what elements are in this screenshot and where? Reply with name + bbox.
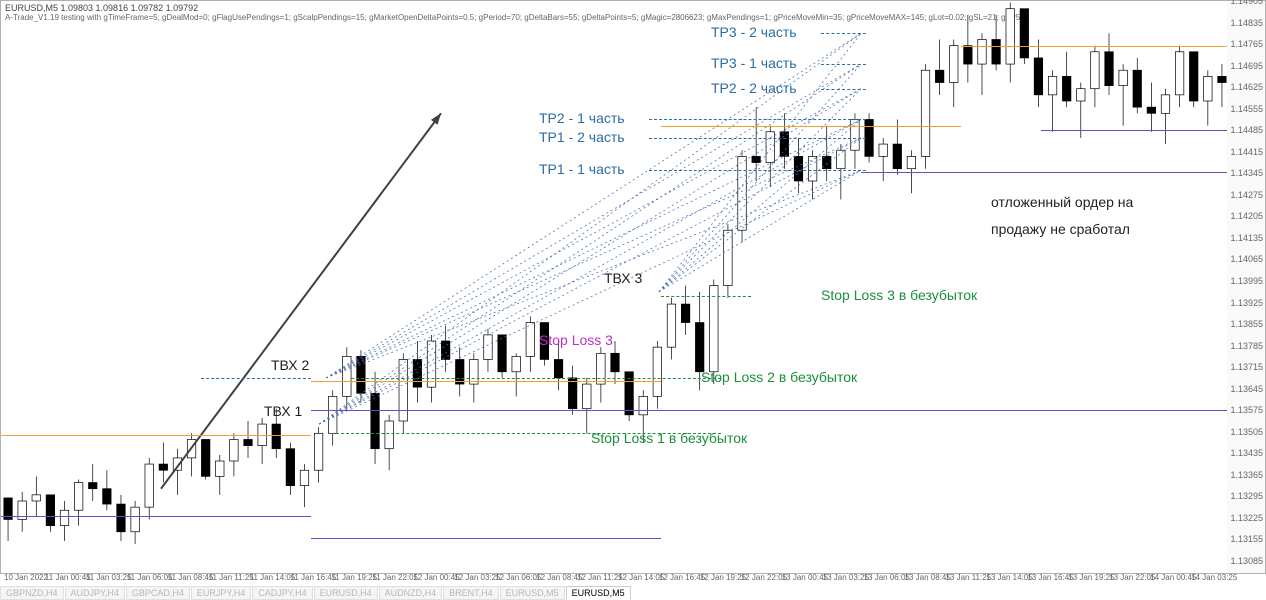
- time-tick: 11 Jan 11:25: [209, 573, 254, 582]
- level-line: [1, 516, 311, 517]
- tab-EURUSD-M5[interactable]: EURUSD,M5: [566, 586, 631, 600]
- time-tick: 11 Jan 08:45: [168, 573, 214, 582]
- price-tick: 1.13225: [1230, 513, 1263, 523]
- time-tick: 14 Jan 00:45: [1150, 573, 1196, 582]
- level-line: [961, 46, 1229, 47]
- time-tick: 11 Jan 06:05: [127, 573, 173, 582]
- tab-BRENT-H4[interactable]: BRENT,H4: [443, 586, 499, 600]
- time-tick: 13 Jan 22:05: [1109, 573, 1155, 582]
- time-tick: 12 Jan 08:45: [536, 573, 582, 582]
- time-tick: 11 Jan 22:05: [372, 573, 418, 582]
- price-tick: 1.13085: [1230, 556, 1263, 566]
- price-tick: 1.13855: [1230, 319, 1263, 329]
- level-line: [1041, 130, 1229, 131]
- time-tick: 12 Jan 22:05: [741, 573, 787, 582]
- tab-GBPCAD-H4[interactable]: GBPCAD,H4: [126, 586, 190, 600]
- tab-EURUSD-H4[interactable]: EURUSD,H4: [314, 586, 378, 600]
- time-tick: 12 Jan 19:25: [700, 573, 746, 582]
- time-tick: 11 Jan 16:45: [291, 573, 337, 582]
- time-tick: 12 Jan 16:45: [659, 573, 705, 582]
- time-tick: 10 Jan 2022: [4, 573, 48, 582]
- time-tick: 13 Jan 11:25: [945, 573, 991, 582]
- price-tick: 1.14065: [1230, 254, 1263, 264]
- time-tick: 11 Jan 19:25: [331, 573, 377, 582]
- stoploss3-label: Stop Loss 3: [539, 332, 613, 348]
- tp-label-tp3_2: TP3 - 2 часть: [711, 24, 797, 40]
- tbx3-label: ТВХ 3: [604, 270, 642, 286]
- price-tick: 1.13155: [1230, 534, 1263, 544]
- price-tick: 1.13645: [1230, 384, 1263, 394]
- chart-plot[interactable]: EURUSD,M5 1.09803 1.09816 1.09782 1.0979…: [0, 0, 1230, 574]
- price-tick: 1.14695: [1230, 61, 1263, 71]
- price-tick: 1.14345: [1230, 168, 1263, 178]
- level-line: [311, 538, 661, 539]
- price-tick: 1.14205: [1230, 211, 1263, 221]
- tbx2-label: ТВХ 2: [271, 357, 309, 373]
- tp-label-tp2_2: TP2 - 2 часть: [711, 80, 797, 96]
- level-line: [351, 378, 721, 379]
- sl3-be-label: Stop Loss 3 в безубыток: [821, 287, 977, 303]
- time-tick: 12 Jan 06:05: [495, 573, 541, 582]
- time-tick: 11 Jan 03:25: [86, 573, 132, 582]
- tp-label-tp1_2: TP1 - 2 часть: [539, 129, 625, 145]
- time-tick: 13 Jan 06:05: [864, 573, 910, 582]
- tp-label-tp2_1: TP2 - 1 часть: [539, 110, 625, 126]
- time-tick: 12 Jan 00:45: [413, 573, 459, 582]
- time-tick: 13 Jan 16:45: [1027, 573, 1073, 582]
- price-tick: 1.14135: [1230, 233, 1263, 243]
- time-tick: 11 Jan 00:45: [45, 573, 91, 582]
- time-tick: 12 Jan 03:25: [454, 573, 500, 582]
- price-tick: 1.13995: [1230, 276, 1263, 286]
- price-tick: 1.13505: [1230, 427, 1263, 437]
- price-tick: 1.14415: [1230, 147, 1263, 157]
- chart-tabs[interactable]: GBPNZD,H4AUDJPY,H4GBPCAD,H4EURJPY,H4CADJ…: [0, 586, 632, 600]
- level-line: [1, 435, 311, 436]
- price-tick: 1.14555: [1230, 104, 1263, 114]
- level-line: [861, 126, 961, 127]
- time-tick: 13 Jan 14:05: [986, 573, 1032, 582]
- time-tick: 12 Jan 14:05: [618, 573, 664, 582]
- pending-note-2: продажу не сработал: [991, 221, 1130, 237]
- tab-CADJPY-H4[interactable]: CADJPY,H4: [252, 586, 312, 600]
- tbx1-label: ТВХ 1: [264, 403, 302, 419]
- time-tick: 14 Jan 03:25: [1191, 573, 1237, 582]
- tab-EURJPY-H4[interactable]: EURJPY,H4: [191, 586, 251, 600]
- price-axis: 1.14905 1.14835 1.14765 1.14695 1.14625 1.145…: [1227, 0, 1266, 574]
- price-tick: 1.14625: [1230, 82, 1263, 92]
- tab-GBPNZD-H4[interactable]: GBPNZD,H4: [0, 586, 64, 600]
- time-tick: 11 Jan 14:05: [250, 573, 296, 582]
- time-tick: 12 Jan 11:25: [577, 573, 623, 582]
- price-tick: 1.14485: [1230, 125, 1263, 135]
- sl1-be-label: Stop Loss 1 в безубыток: [591, 430, 747, 446]
- price-tick: 1.13715: [1230, 362, 1263, 372]
- time-tick: 13 Jan 08:45: [905, 573, 951, 582]
- level-line: [311, 381, 661, 382]
- time-tick: 13 Jan 00:45: [782, 573, 828, 582]
- level-line: [201, 378, 311, 379]
- tab-AUDNZD-H4[interactable]: AUDNZD,H4: [379, 586, 443, 600]
- price-tick: 1.14275: [1230, 190, 1263, 200]
- price-tick: 1.14765: [1230, 39, 1263, 49]
- tp-label-tp3_1: TP3 - 1 часть: [711, 55, 797, 71]
- time-tick: 13 Jan 03:25: [823, 573, 869, 582]
- level-line: [861, 172, 1229, 173]
- price-tick: 1.13435: [1230, 448, 1263, 458]
- level-line: [661, 296, 751, 297]
- price-tick: 1.13785: [1230, 341, 1263, 351]
- pending-note-1: отложенный ордер на: [991, 194, 1133, 210]
- sl2-be-label: Stop Loss 2 в безубыток: [701, 369, 857, 385]
- time-axis: 10 Jan 202211 Jan 00:4511 Jan 03:2511 Ja…: [0, 573, 1228, 586]
- time-tick: 13 Jan 19:25: [1068, 573, 1114, 582]
- tp-label-tp1_1: TP1 - 1 часть: [539, 161, 625, 177]
- price-tick: 1.13575: [1230, 405, 1263, 415]
- price-tick: 1.13925: [1230, 298, 1263, 308]
- tab-EURUSD-M5[interactable]: EURUSD,M5: [500, 586, 565, 600]
- price-tick: 1.13365: [1230, 470, 1263, 480]
- level-line: [661, 126, 861, 127]
- price-tick: 1.13295: [1230, 491, 1263, 501]
- tab-AUDJPY-H4[interactable]: AUDJPY,H4: [65, 586, 125, 600]
- level-line: [311, 410, 1229, 411]
- price-tick: 1.14835: [1230, 18, 1263, 28]
- price-tick: 1.14905: [1230, 0, 1263, 6]
